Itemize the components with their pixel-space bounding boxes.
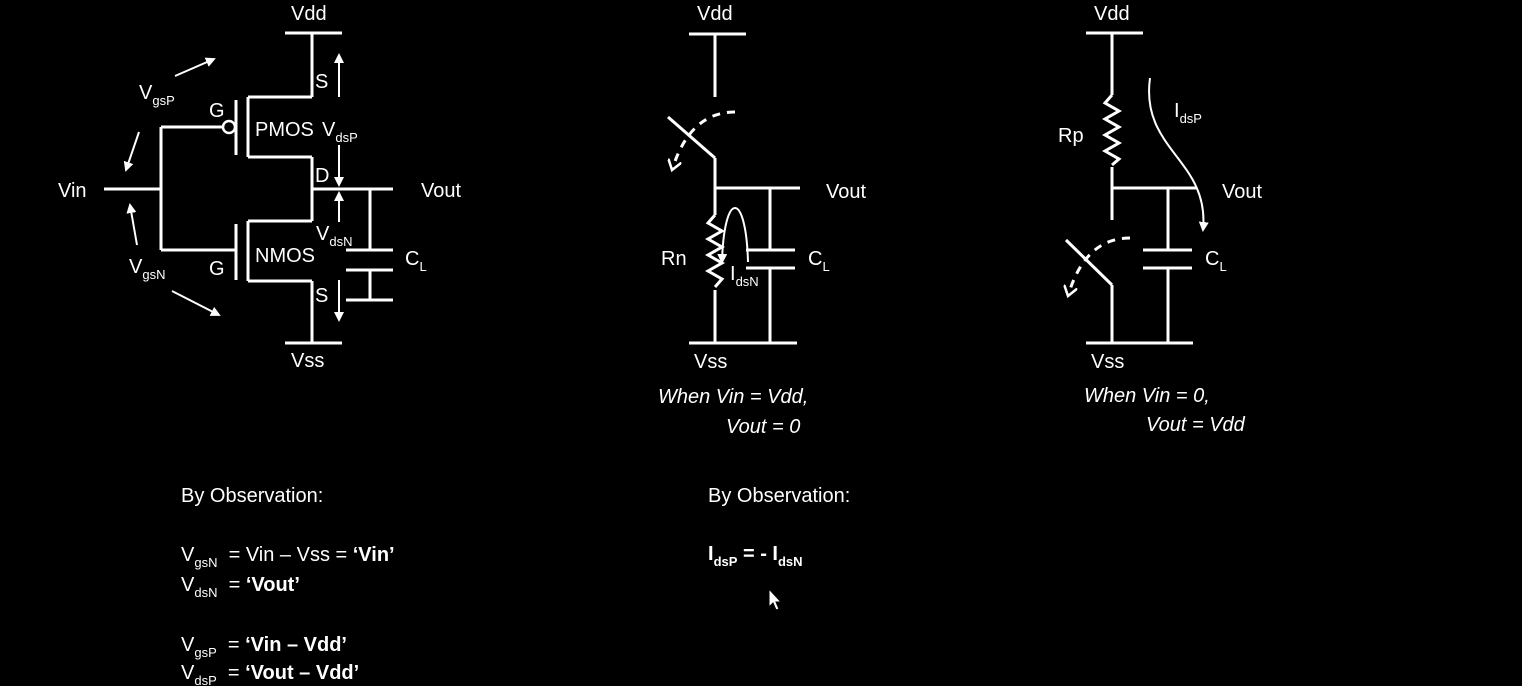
vss-label: Vss [694, 351, 727, 373]
caption-line1: When Vin = Vdd, [658, 386, 808, 408]
equation-current: IdsP = - IdsN [708, 543, 803, 569]
observation-block-1: By Observation: VgsN = Vin – Vss = ‘Vin’… [181, 485, 395, 686]
vdd-label: Vdd [291, 3, 327, 25]
vdsp-label: VdsP [322, 119, 358, 145]
vgsn-arrow-lower [172, 291, 219, 315]
vgsp-label: VgsP [139, 82, 175, 108]
vss-label: Vss [1091, 351, 1124, 373]
vout-label: Vout [826, 181, 866, 203]
pmos-source-label: S [315, 71, 328, 93]
mouse-cursor-icon [769, 589, 781, 610]
equation-vgsp: VgsP = ‘Vin – Vdd’ [181, 634, 347, 660]
drain-label: D [315, 165, 329, 187]
pullup-equivalent-circuit: Vdd Rp IdsP Vout CL Vss When Vin = 0, Vo… [1058, 3, 1262, 436]
open-switch [1066, 240, 1112, 285]
observation-block-2: By Observation: IdsP = - IdsN [708, 485, 850, 569]
caption-line2: Vout = Vdd [1146, 414, 1246, 436]
cl-label: CL [405, 248, 427, 274]
vout-label: Vout [1222, 181, 1262, 203]
pmos-gate-label: G [209, 100, 225, 122]
vgsn-arrow-upper [130, 205, 137, 245]
cmos-inverter-circuit: Vdd Vss [58, 3, 461, 372]
cl-label: CL [1205, 248, 1227, 274]
switch-motion-arrow [672, 112, 735, 170]
vout-label: Vout [421, 180, 461, 202]
vss-label: Vss [291, 350, 324, 372]
caption-line2: Vout = 0 [726, 416, 800, 438]
observation-heading: By Observation: [708, 485, 850, 507]
nmos-gate-label: G [209, 258, 225, 280]
nmos-source-label: S [315, 285, 328, 307]
switch-motion-arrow [1068, 238, 1130, 296]
vdsn-label: VdsN [316, 223, 352, 249]
rp-label: Rp [1058, 125, 1084, 147]
pulldown-equivalent-circuit: Vdd Vout Rn IdsN CL Vss When Vin = Vdd, … [658, 3, 866, 438]
vin-label: Vin [58, 180, 87, 202]
vgsn-label: VgsN [129, 256, 165, 282]
observation-heading: By Observation: [181, 485, 323, 507]
vgsp-arrow-lower [126, 132, 139, 170]
equation-vgsn: VgsN = Vin – Vss = ‘Vin’ [181, 544, 395, 570]
equation-vdsn: VdsN = ‘Vout’ [181, 574, 300, 600]
open-switch [668, 117, 715, 158]
equation-vdsp: VdsP = ‘Vout – Vdd’ [181, 662, 359, 686]
rn-label: Rn [661, 248, 687, 270]
cl-label: CL [808, 248, 830, 274]
vdd-label: Vdd [697, 3, 733, 25]
caption-line1: When Vin = 0, [1084, 385, 1210, 407]
vdd-label: Vdd [1094, 3, 1130, 25]
nmos-label: NMOS [255, 245, 315, 267]
vgsp-arrow-upper [175, 59, 214, 76]
idsp-label: IdsP [1174, 100, 1202, 126]
pmos-label: PMOS [255, 119, 314, 141]
